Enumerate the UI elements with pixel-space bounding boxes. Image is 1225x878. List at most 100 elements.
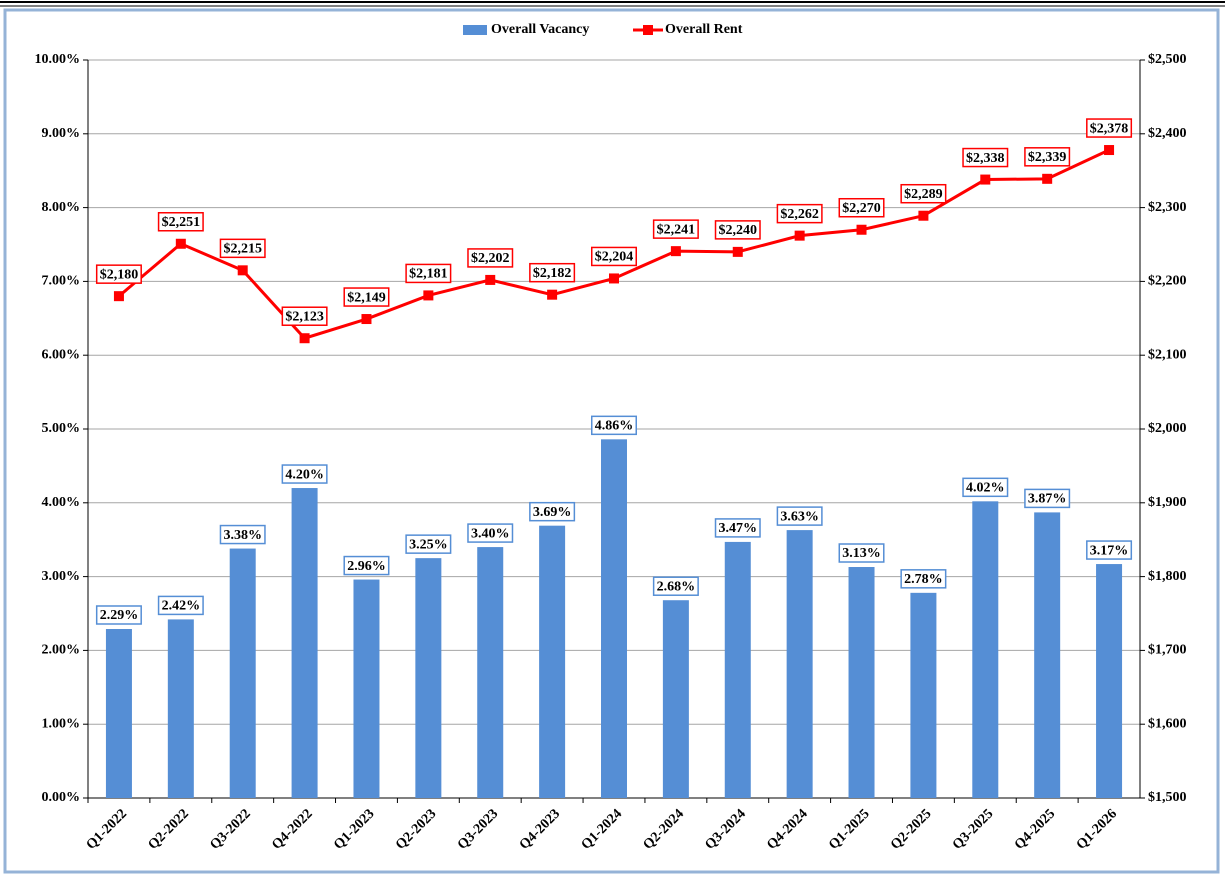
bar (910, 592, 937, 798)
x-tick-label: Q2-2023 (393, 806, 439, 852)
bar (167, 619, 194, 798)
value-label-box (157, 212, 204, 232)
x-tick-label: Q4-2022 (269, 806, 315, 852)
bar (477, 547, 504, 798)
bar (786, 530, 813, 798)
bar (601, 439, 627, 798)
value-label-box (405, 534, 452, 554)
legend-swatch (643, 25, 653, 35)
y-tick-label: 1.00% (42, 716, 81, 731)
value-label-box (529, 262, 576, 283)
value-label: 2.42% (162, 599, 201, 614)
value-label-box (95, 605, 142, 625)
value-label-box (281, 464, 328, 484)
line-marker (423, 290, 434, 301)
value-label-box (714, 518, 761, 538)
line-marker (1042, 173, 1053, 184)
y-tick-label: 4.00% (42, 495, 81, 510)
value-label: $2,215 (223, 242, 262, 257)
value-label: 3.13% (842, 546, 881, 561)
y2-tick-label: $2,000 (1148, 421, 1187, 436)
y-tick-label: 3.00% (42, 569, 81, 584)
line-marker (856, 224, 867, 235)
value-label-box (776, 506, 823, 526)
x-tick-label: Q4-2024 (764, 806, 810, 852)
bar (1034, 512, 1061, 798)
value-label: 4.02% (966, 481, 1005, 496)
y-tick-label: 2.00% (42, 643, 81, 658)
bar (105, 628, 132, 798)
value-label-box (714, 220, 761, 240)
value-label: 2.96% (347, 559, 386, 574)
line-marker (299, 333, 310, 344)
value-label: $2,202 (471, 251, 510, 266)
y2-tick-label: $1,800 (1148, 569, 1187, 584)
bar (662, 600, 689, 798)
value-label-box (157, 595, 204, 616)
value-label: $2,289 (904, 187, 943, 202)
y-tick-label: 5.00% (42, 421, 81, 436)
value-label: 4.20% (285, 467, 324, 482)
value-label-box (1086, 540, 1133, 560)
legend-label: Overall Vacancy (491, 22, 589, 37)
y2-tick-label: $1,900 (1148, 495, 1187, 510)
value-label-box (281, 306, 328, 326)
y2-tick-label: $2,400 (1148, 126, 1187, 141)
value-label-box (962, 477, 1009, 498)
value-label: $2,204 (595, 250, 634, 265)
line-marker (670, 246, 681, 257)
value-label-box (591, 415, 637, 436)
value-label: $2,241 (657, 222, 696, 237)
x-tick-label: Q1-2025 (826, 806, 872, 852)
value-label: $2,240 (719, 223, 758, 238)
line-marker (361, 314, 372, 325)
value-label: 2.78% (904, 572, 943, 587)
x-tick-label: Q4-2025 (1012, 806, 1058, 852)
value-label: 2.29% (100, 608, 139, 623)
value-label: $2,270 (842, 201, 881, 216)
bar (229, 548, 256, 798)
line-marker (732, 246, 743, 257)
bar (291, 488, 318, 798)
line-marker (1104, 145, 1115, 156)
x-tick-label: Q3-2022 (207, 806, 253, 852)
value-label-box (900, 183, 947, 204)
y2-tick-label: $2,300 (1148, 200, 1187, 215)
bar (972, 501, 999, 798)
value-label-box (776, 203, 823, 224)
legend-swatch (463, 25, 487, 35)
x-tick-label: Q3-2024 (703, 806, 749, 852)
x-tick-label: Q1-2023 (331, 806, 377, 852)
bar (353, 579, 380, 798)
x-tick-label: Q2-2022 (146, 806, 192, 852)
y2-tick-label: $2,200 (1148, 274, 1187, 289)
y-tick-label: 0.00% (42, 790, 81, 805)
x-tick-label: Q2-2025 (888, 806, 934, 852)
value-label-box (652, 576, 699, 596)
y-tick-label: 9.00% (42, 126, 81, 141)
value-label-box (467, 523, 514, 543)
bar (1096, 564, 1123, 798)
y2-tick-label: $2,100 (1148, 347, 1187, 362)
value-label: $2,262 (780, 207, 819, 222)
y2-tick-label: $2,500 (1148, 52, 1187, 67)
value-label-box (1024, 147, 1071, 167)
x-tick-label: Q1-2026 (1074, 806, 1120, 852)
value-label: 3.47% (719, 521, 758, 536)
x-tick-label: Q1-2024 (579, 806, 625, 852)
x-tick-label: Q4-2023 (517, 806, 563, 852)
value-label: $2,123 (285, 309, 324, 324)
value-label-box (900, 569, 947, 589)
value-label: 3.25% (409, 537, 448, 552)
y-tick-label: 6.00% (42, 347, 81, 362)
x-tick-label: Q1-2022 (84, 806, 130, 852)
value-label-box (343, 287, 390, 307)
value-label: 2.68% (657, 579, 696, 594)
line-marker (918, 210, 929, 221)
line-marker (794, 230, 805, 241)
value-label-box (962, 147, 1009, 168)
value-label: $2,378 (1090, 121, 1129, 136)
value-label: 3.87% (1028, 492, 1067, 507)
y2-tick-label: $1,700 (1148, 643, 1187, 658)
